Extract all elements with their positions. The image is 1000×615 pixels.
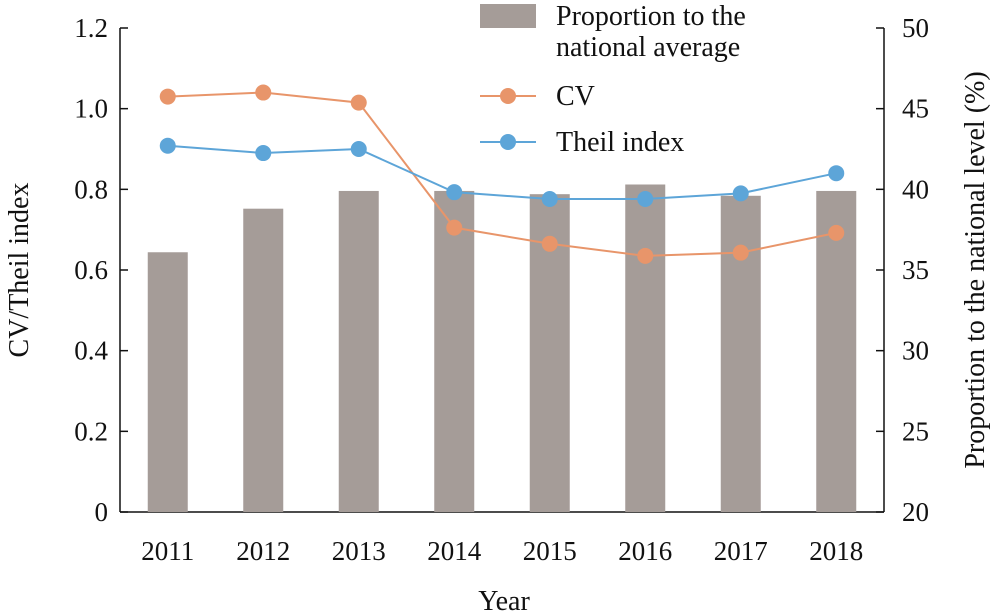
bar-2017 — [720, 195, 761, 512]
y-right-tick-label: 35 — [902, 255, 929, 285]
cv-point-2012 — [255, 84, 272, 101]
x-axis-title: Year — [478, 586, 530, 615]
cv-point-2014 — [446, 219, 463, 236]
theil-index-point-2011 — [159, 137, 176, 154]
cv-point-2018 — [828, 224, 845, 241]
legend-bar-label-line1: Proportion to the — [556, 1, 746, 32]
cv-series-line — [167, 91, 837, 257]
y-right-tick-label: 45 — [902, 94, 929, 124]
y-right-tick-label: 30 — [902, 336, 929, 366]
legend-theil-label: Theil index — [556, 127, 684, 158]
y-axis-left-title: CV/Theil index — [4, 183, 35, 358]
lines-layer — [159, 84, 845, 264]
bar-2011 — [147, 252, 188, 512]
x-tick-label: 2016 — [618, 536, 672, 566]
legend: Proportion to the national average CV Th… — [480, 1, 746, 158]
bar-2016 — [625, 184, 666, 512]
bar-2013 — [338, 190, 379, 513]
cv-point-2017 — [732, 244, 749, 261]
legend-bar-swatch — [480, 4, 536, 28]
theil-index-point-2018 — [828, 165, 845, 182]
cv-point-2015 — [541, 235, 558, 252]
y-left-tick-label: 1.2 — [74, 13, 108, 43]
x-tick-label: 2015 — [523, 536, 577, 566]
legend-bar-label-line2: national average — [556, 32, 740, 63]
bars-layer — [147, 184, 857, 513]
theil-index-point-2012 — [255, 145, 272, 162]
bar-2018 — [816, 190, 857, 513]
legend-theil-marker — [500, 134, 516, 150]
legend-cv-marker — [500, 88, 516, 104]
y-left-tick-label: 0.8 — [74, 174, 108, 204]
x-tick-label: 2017 — [714, 536, 768, 566]
legend-cv-label: CV — [556, 81, 595, 112]
y-left-tick-label: 0.2 — [74, 416, 108, 446]
bar-2012 — [243, 208, 284, 512]
y-left-tick-label: 1.0 — [74, 94, 108, 124]
bar-2014 — [434, 190, 475, 513]
x-tick-label: 2014 — [427, 536, 482, 566]
x-tick-label: 2012 — [236, 536, 290, 566]
y-right-tick-label: 20 — [902, 497, 929, 527]
x-tick-label: 2013 — [332, 536, 386, 566]
y-right-tick-label: 40 — [902, 174, 929, 204]
y-left-tick-label: 0 — [95, 497, 109, 527]
theil-index-point-2013 — [350, 141, 367, 157]
theil-index-point-2015 — [541, 191, 558, 208]
x-tick-label: 2011 — [141, 536, 194, 566]
x-tick-label: 2018 — [809, 536, 863, 566]
y-axis-right-title: Proportion to the national level (%) — [960, 71, 991, 468]
y-right-tick-label: 25 — [902, 416, 929, 446]
theil-index-series-line — [167, 144, 837, 201]
cv-point-2013 — [350, 94, 367, 111]
cv-point-2011 — [159, 88, 176, 105]
y-left-tick-label: 0.4 — [74, 336, 108, 366]
y-left-tick-label: 0.6 — [74, 255, 108, 285]
cv-point-2016 — [637, 247, 654, 264]
theil-index-point-2017 — [732, 185, 749, 202]
theil-index-point-2016 — [637, 191, 654, 208]
theil-index-point-2014 — [446, 184, 463, 201]
y-right-tick-label: 50 — [902, 13, 929, 43]
ticks-layer: 0 0.2 0.4 0.6 0.8 1.0 1.2 20 25 30 35 40 45 50 2011 201… — [74, 13, 929, 566]
